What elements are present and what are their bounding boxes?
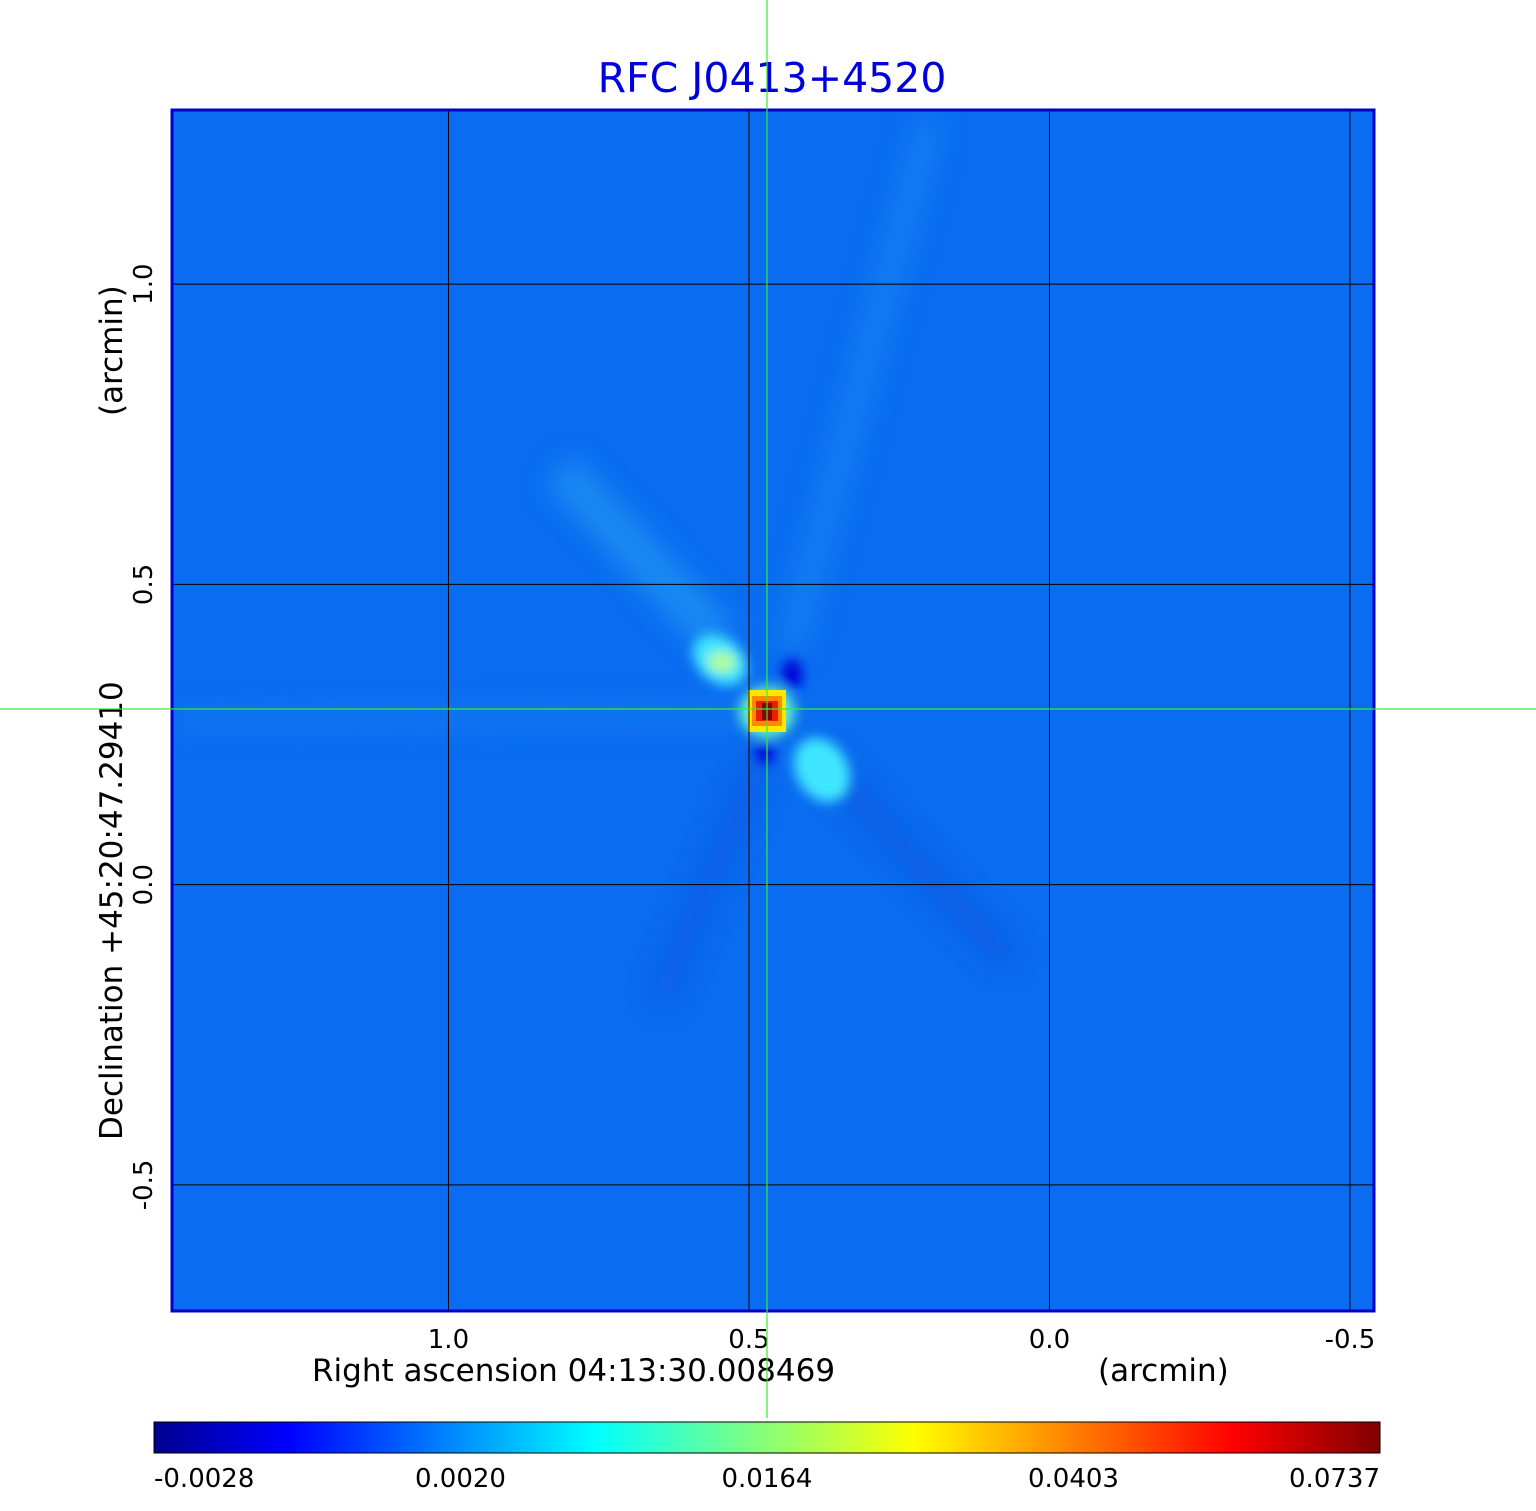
x-tick-label: 0.5 bbox=[728, 1325, 769, 1355]
y-tick-labels: 1.0 0.5 0.0 -0.5 bbox=[129, 263, 159, 1210]
coordinate-grid bbox=[172, 110, 1374, 1311]
sidelobe-streaks bbox=[179, 116, 1018, 1005]
dark-hole-ne bbox=[782, 659, 802, 691]
colorbar-tick-label: 0.0737 bbox=[1289, 1464, 1380, 1494]
y-axis-unit: (arcmin) bbox=[94, 285, 130, 416]
y-tick-label: -0.5 bbox=[129, 1160, 159, 1211]
y-axis-label: Declination +45:20:47.29410 bbox=[94, 681, 130, 1140]
colorbar-tick-label: 0.0020 bbox=[415, 1464, 506, 1494]
x-tick-label: 1.0 bbox=[428, 1325, 469, 1355]
y-tick-label: 0.5 bbox=[129, 564, 159, 605]
x-tick-label: 0.0 bbox=[1029, 1325, 1070, 1355]
dark-hole-sw bbox=[756, 740, 774, 764]
colorbar-tick-label: 0.0403 bbox=[1028, 1464, 1119, 1494]
colorbar bbox=[153, 1421, 1381, 1454]
colorbar-tick-labels: -0.0028 0.0020 0.0164 0.0403 0.0737 bbox=[154, 1464, 1380, 1494]
x-axis-label: Right ascension 04:13:30.008469 bbox=[312, 1353, 835, 1389]
colorbar-tick-label: -0.0028 bbox=[154, 1464, 254, 1494]
nw-component-peak bbox=[708, 652, 736, 672]
x-tick-label: -0.5 bbox=[1325, 1325, 1376, 1355]
colorbar-tick-label: 0.0164 bbox=[722, 1464, 813, 1494]
chart-title: RFC J0413+4520 bbox=[598, 54, 947, 102]
y-tick-label: 0.0 bbox=[129, 864, 159, 905]
se-component bbox=[793, 737, 851, 803]
y-tick-label: 1.0 bbox=[129, 263, 159, 304]
image-map bbox=[172, 110, 1374, 1311]
x-axis-unit: (arcmin) bbox=[1098, 1353, 1229, 1389]
x-tick-labels: 1.0 0.5 0.0 -0.5 bbox=[428, 1325, 1376, 1355]
plot-frame bbox=[170, 108, 1376, 1313]
